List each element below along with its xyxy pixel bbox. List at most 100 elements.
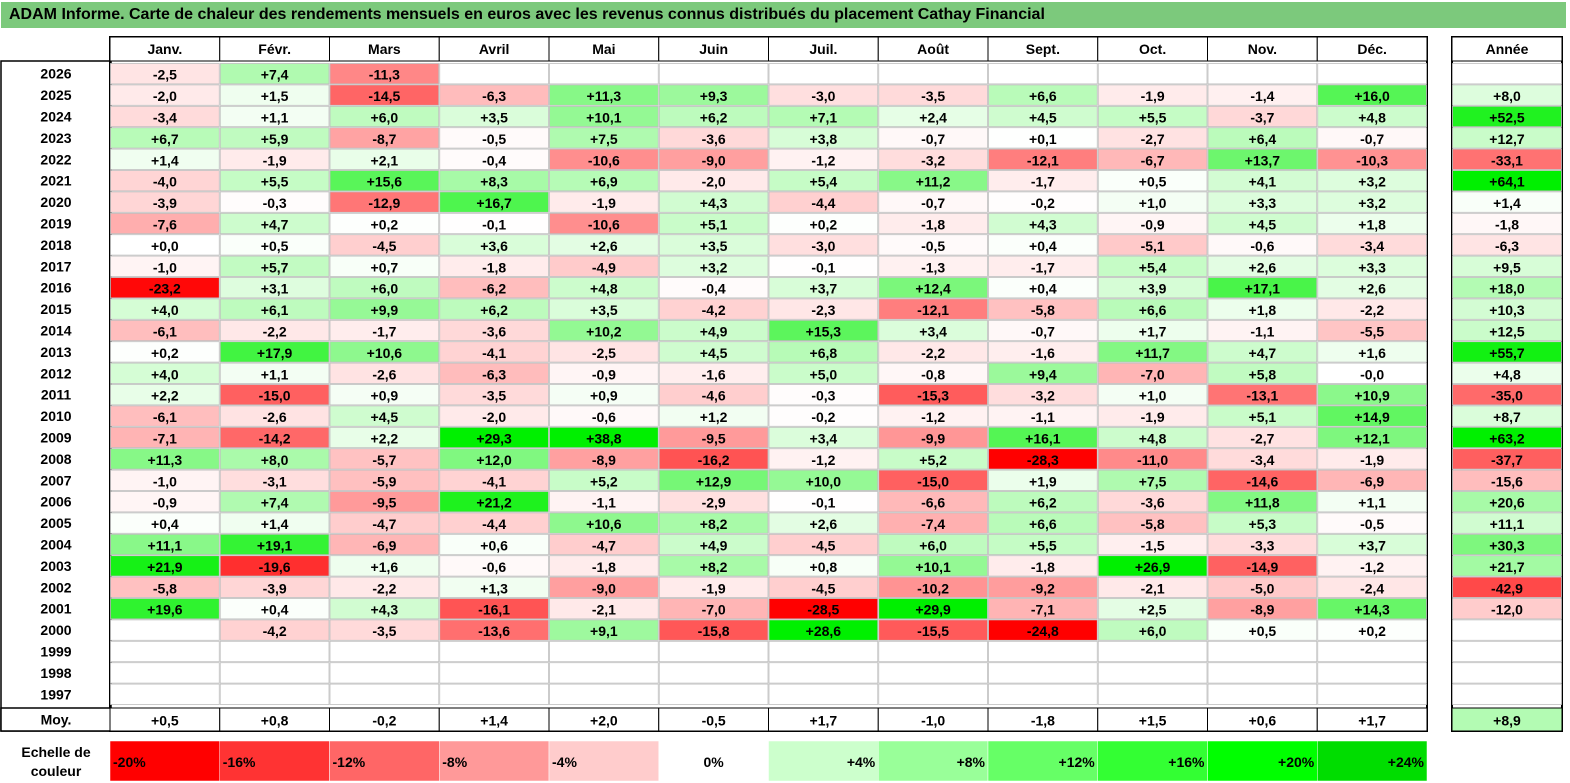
- heatmap-cell: [1097, 619, 1208, 641]
- month-header-label: Août: [917, 41, 949, 57]
- cell-value: +3,4: [919, 324, 947, 340]
- heatmap-cell: [439, 640, 549, 663]
- heatmap-cell: [768, 105, 879, 128]
- heatmap-cell: [219, 533, 330, 556]
- average-value: +1,4: [480, 713, 508, 729]
- cell-value: +6,6: [1029, 516, 1057, 532]
- cell-value: -0,3: [811, 388, 835, 404]
- cell-value: -4,7: [372, 516, 396, 532]
- heatmap-cell: [1207, 533, 1318, 556]
- heatmap-cell: [110, 619, 220, 641]
- scale-step-label: +12%: [1059, 754, 1096, 770]
- heatmap-cell: [219, 555, 330, 577]
- cell-value: +2,6: [590, 238, 618, 254]
- year-label: 2006: [40, 494, 71, 510]
- heatmap-cell: [549, 619, 659, 641]
- heatmap-cell: [878, 127, 988, 149]
- heatmap-cell: [439, 148, 549, 170]
- cell-value: -3,0: [811, 88, 835, 104]
- scale-step-label: -8%: [442, 754, 467, 770]
- heatmap-cell: [439, 448, 549, 470]
- heatmap-cell: [1207, 148, 1318, 170]
- heatmap-cell: [988, 405, 1098, 427]
- heatmap-cell: [1097, 212, 1208, 235]
- cell-value: +12,9: [696, 473, 732, 489]
- cell-value: -4,2: [263, 623, 287, 639]
- heatmap-cell: [658, 384, 769, 406]
- heatmap-cell: [1097, 683, 1208, 705]
- cell-value: -10,6: [588, 217, 620, 233]
- cell-value: -0,6: [1250, 238, 1274, 254]
- heatmap-cell: [1097, 298, 1208, 320]
- heatmap-cell: [1317, 319, 1427, 342]
- cell-value: +1,4: [261, 516, 289, 532]
- heatmap-cell: [1317, 127, 1427, 149]
- heatmap-cell: [1317, 298, 1427, 320]
- heatmap-cell: [549, 683, 659, 705]
- cell-value: -9,5: [702, 431, 726, 447]
- cell-value: -3,6: [482, 324, 506, 340]
- heatmap-cell: [1097, 405, 1208, 427]
- heatmap-cell: [768, 426, 879, 449]
- scale-label: couleur: [31, 763, 82, 779]
- heatmap-cell: [1097, 63, 1208, 85]
- cell-value: +9,3: [700, 88, 728, 104]
- cell-value: +3,4: [810, 431, 838, 447]
- cell-value: -10,3: [1356, 152, 1388, 168]
- cell-value: +11,2: [916, 174, 951, 190]
- cell-value: +4,0: [151, 366, 179, 382]
- heatmap-cell: [439, 683, 549, 705]
- heatmap-cell: [439, 469, 549, 491]
- cell-value: -14,9: [1246, 559, 1278, 575]
- heatmap-cell: [768, 255, 879, 277]
- annual-cell: [1452, 63, 1562, 85]
- cell-value: +6,0: [371, 110, 399, 126]
- heatmap-cell: [329, 619, 440, 641]
- heatmap-cell: [110, 405, 220, 427]
- annual-cell: [1452, 448, 1562, 470]
- cell-value: +11,8: [1245, 495, 1280, 511]
- scale-swatch: [658, 740, 769, 782]
- cell-value: +2,5: [1139, 602, 1167, 618]
- heatmap-cell: [219, 512, 330, 534]
- cell-value: +9,1: [590, 623, 618, 639]
- cell-value: -13,1: [1246, 388, 1278, 404]
- heatmap-cell: [988, 212, 1098, 235]
- cell-value: -4,4: [482, 516, 506, 532]
- heatmap-cell: [439, 191, 549, 213]
- cell-value: +5,7: [261, 259, 289, 275]
- heatmap-cell: [549, 63, 659, 85]
- annual-cell: [1452, 640, 1562, 663]
- year-label: 2004: [40, 537, 71, 553]
- heatmap-cell: [658, 255, 769, 277]
- heatmap-cell: [878, 298, 988, 320]
- heatmap-cell: [878, 170, 988, 192]
- cell-value: +5,2: [590, 473, 618, 489]
- cell-value: +0,0: [151, 238, 179, 254]
- heatmap-cell: [439, 576, 549, 598]
- average-annual-value: +8,9: [1493, 713, 1521, 729]
- heatmap-cell: [658, 362, 769, 384]
- cell-value: +6,0: [1139, 623, 1167, 639]
- cell-value: -7,1: [153, 431, 177, 447]
- cell-value: +3,1: [261, 281, 289, 297]
- cell-value: +4,5: [371, 409, 399, 425]
- cell-value: +21,2: [476, 495, 512, 511]
- cell-value: -1,1: [1250, 324, 1274, 340]
- heatmap-cell: [1317, 576, 1427, 598]
- heatmap-cell: [110, 191, 220, 213]
- year-label: 1999: [40, 644, 71, 660]
- cell-value: -1,7: [1031, 259, 1055, 275]
- cell-value: +1,9: [1029, 473, 1057, 489]
- cell-value: +2,1: [371, 152, 399, 168]
- heatmap-cell: [878, 512, 988, 534]
- cell-value: +10,6: [367, 345, 403, 361]
- heatmap-cell: [878, 63, 988, 85]
- heatmap-cell: [110, 469, 220, 491]
- heatmap-cell: [439, 384, 549, 406]
- year-label: 1997: [40, 686, 71, 702]
- heatmap-cell: [1097, 170, 1208, 192]
- cell-value: -1,2: [811, 452, 835, 468]
- cell-value: -1,2: [1360, 559, 1384, 575]
